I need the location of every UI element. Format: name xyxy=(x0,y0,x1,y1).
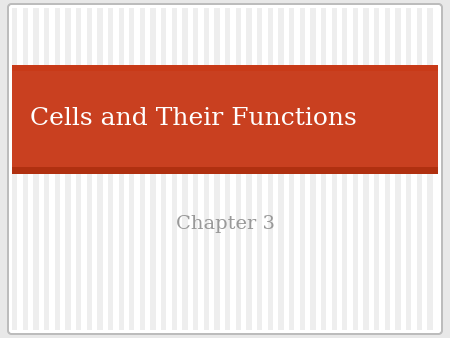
Bar xyxy=(22,8,28,330)
Bar xyxy=(236,8,241,330)
FancyBboxPatch shape xyxy=(8,4,442,334)
Bar xyxy=(12,65,438,71)
Bar xyxy=(417,8,422,330)
Bar xyxy=(172,8,177,330)
Bar xyxy=(97,8,103,330)
Bar xyxy=(12,65,438,172)
Bar xyxy=(406,8,411,330)
Text: Chapter 3: Chapter 3 xyxy=(176,215,274,233)
Bar xyxy=(12,8,17,330)
Bar xyxy=(332,8,337,330)
Bar xyxy=(342,8,347,330)
Bar xyxy=(193,8,198,330)
Bar xyxy=(12,167,438,174)
Bar xyxy=(33,8,39,330)
Bar xyxy=(86,8,92,330)
Bar xyxy=(150,8,156,330)
Bar xyxy=(225,8,230,330)
Bar xyxy=(140,8,145,330)
Bar xyxy=(44,8,50,330)
Bar xyxy=(278,8,284,330)
Bar xyxy=(246,8,252,330)
Bar xyxy=(268,8,273,330)
Bar xyxy=(204,8,209,330)
Bar xyxy=(161,8,166,330)
Bar xyxy=(310,8,315,330)
Bar xyxy=(289,8,294,330)
Bar xyxy=(396,8,401,330)
Bar xyxy=(54,8,60,330)
Bar xyxy=(385,8,390,330)
Bar xyxy=(300,8,305,330)
Bar xyxy=(65,8,71,330)
Bar xyxy=(321,8,326,330)
Bar xyxy=(214,8,220,330)
Bar xyxy=(182,8,188,330)
Bar xyxy=(76,8,81,330)
Bar xyxy=(257,8,262,330)
Text: Cells and Their Functions: Cells and Their Functions xyxy=(30,107,357,130)
Bar xyxy=(118,8,124,330)
Bar xyxy=(364,8,369,330)
Bar xyxy=(108,8,113,330)
Bar xyxy=(129,8,135,330)
Bar xyxy=(428,8,433,330)
Bar xyxy=(353,8,358,330)
Bar xyxy=(374,8,379,330)
